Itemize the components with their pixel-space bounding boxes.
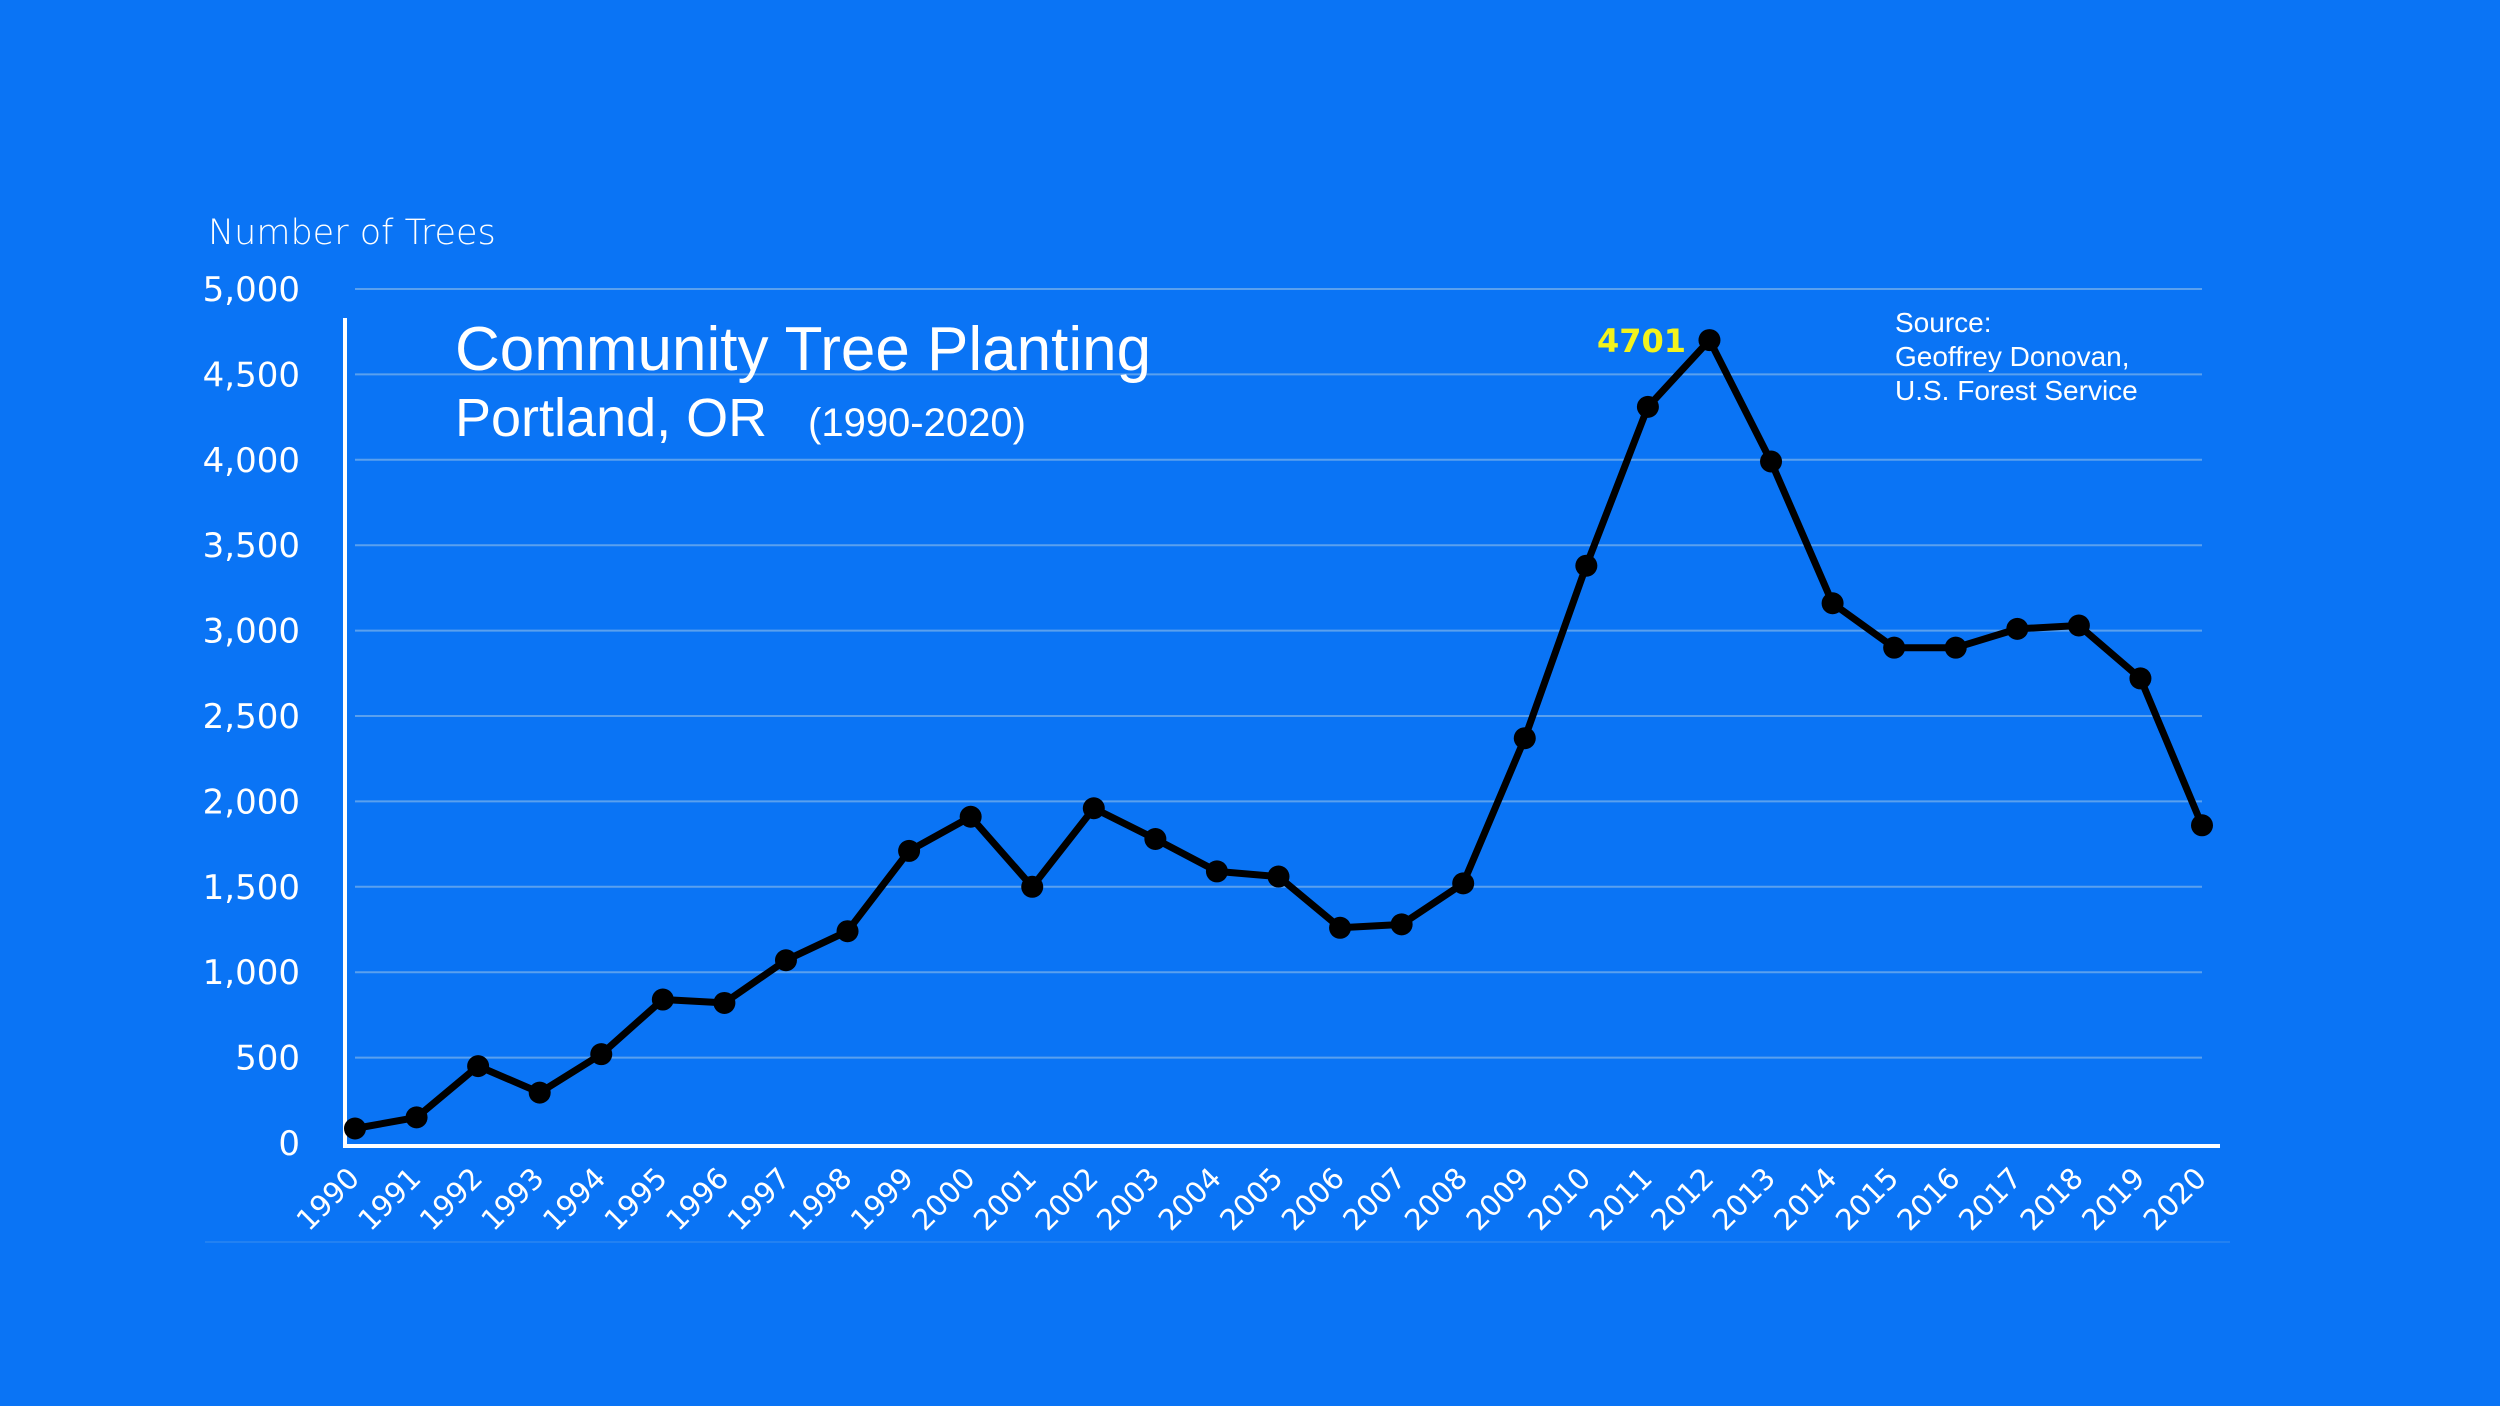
x-tick-label: 2010 [1521,1161,1597,1237]
data-point [1390,913,1413,936]
x-tick-label: 2014 [1767,1161,1843,1237]
x-tick-label: 2002 [1029,1161,1105,1237]
chart-subtitle-years: (1990-2020) [808,401,1026,445]
y-tick-label: 4,000 [203,441,300,481]
data-point [1944,636,1967,659]
grid-lines [355,288,2202,1059]
data-point [1021,875,1044,898]
data-point [1698,329,1721,352]
data-point [1883,636,1906,659]
data-point [1575,554,1598,577]
data-point [959,805,982,828]
peak-annotation: 4701 [1597,322,1686,360]
source-note: Source: Geoffrey Donovan, U.S. Forest Se… [1895,307,2138,406]
chart-title: Community Tree Planting [455,315,1151,384]
y-tick-label: 1,000 [203,953,300,993]
data-point [590,1043,613,1066]
data-point [1205,860,1228,883]
y-tick-label: 2,000 [203,782,300,822]
y-tick-label: 5,000 [203,270,300,310]
x-tick-label: 1990 [290,1161,366,1237]
data-point [651,988,674,1011]
x-tick-label: 2006 [1275,1161,1351,1237]
x-tick-label: 2019 [2075,1161,2151,1237]
data-point [467,1055,490,1078]
data-point [405,1106,428,1129]
y-tick-label: 3,000 [203,612,300,652]
data-point [1821,592,1844,615]
x-tick-label: 2009 [1459,1161,1535,1237]
y-tick-label: 2,500 [203,697,300,737]
x-tick-label: 2017 [1952,1161,2028,1237]
chart-subtitle: Portland, OR [455,388,767,448]
data-point [1144,827,1167,850]
x-tick-label: 1996 [659,1161,735,1237]
source-line-2: Geoffrey Donovan, [1895,341,2130,372]
series-layer [344,329,2213,1140]
data-point [2191,814,2213,837]
x-tick-label: 2003 [1090,1161,1166,1237]
axes [205,318,2230,1243]
x-tick-label: 2018 [2014,1161,2090,1237]
x-tick-label: 2007 [1336,1161,1412,1237]
y-tick-label: 4,500 [203,355,300,395]
x-tick-label: 1999 [844,1161,920,1237]
x-tick-label: 2000 [905,1161,981,1237]
x-tick-label: 2015 [1829,1161,1905,1237]
data-point [774,949,797,972]
data-point [1082,797,1105,820]
data-point [898,839,921,862]
y-tick-label: 500 [235,1039,300,1079]
data-point [528,1081,551,1104]
data-point [1513,727,1536,750]
data-point [836,920,859,943]
x-tick-label: 1991 [351,1161,427,1237]
x-tick-label: 1994 [536,1161,612,1237]
x-tick-label: 2016 [1890,1161,1966,1237]
x-tick-label: 2008 [1398,1161,1474,1237]
y-tick-label: 0 [278,1124,300,1164]
x-tick-label: 2012 [1644,1161,1720,1237]
data-point [1267,865,1290,888]
y-axis-ticks: 0 500 1,000 1,500 2,000 2,500 3,000 3,500 4,000 4… [203,270,300,1164]
series-line [351,336,2206,1132]
x-tick-label: 2020 [2137,1161,2213,1237]
data-point [1329,916,1352,939]
x-tick-label: 1997 [721,1161,797,1237]
x-tick-label: 2005 [1213,1161,1289,1237]
data-point [344,1117,366,1140]
y-tick-label: 1,500 [203,868,300,908]
x-tick-label: 1992 [413,1161,489,1237]
data-point [2129,667,2152,690]
x-tick-label: 1998 [782,1161,858,1237]
data-point [2067,614,2090,637]
y-tick-label: 3,500 [203,526,300,566]
x-tick-label: 2004 [1152,1161,1228,1237]
x-tick-label: 2011 [1583,1161,1659,1237]
data-point [1636,395,1659,418]
x-tick-label: 2013 [1706,1161,1782,1237]
data-point [1452,872,1475,895]
source-line-1: Source: [1895,307,1992,338]
data-point [713,991,736,1014]
data-point [1760,450,1783,473]
y-axis-label: Number of Trees [208,213,496,253]
x-axis-ticks: 1990199119921993199419951996199719981999… [290,1161,2213,1237]
source-line-3: U.S. Forest Service [1895,375,2138,406]
data-point [2006,617,2029,640]
x-tick-label: 1993 [474,1161,550,1237]
x-tick-label: 1995 [598,1161,674,1237]
x-tick-label: 2001 [967,1161,1043,1237]
